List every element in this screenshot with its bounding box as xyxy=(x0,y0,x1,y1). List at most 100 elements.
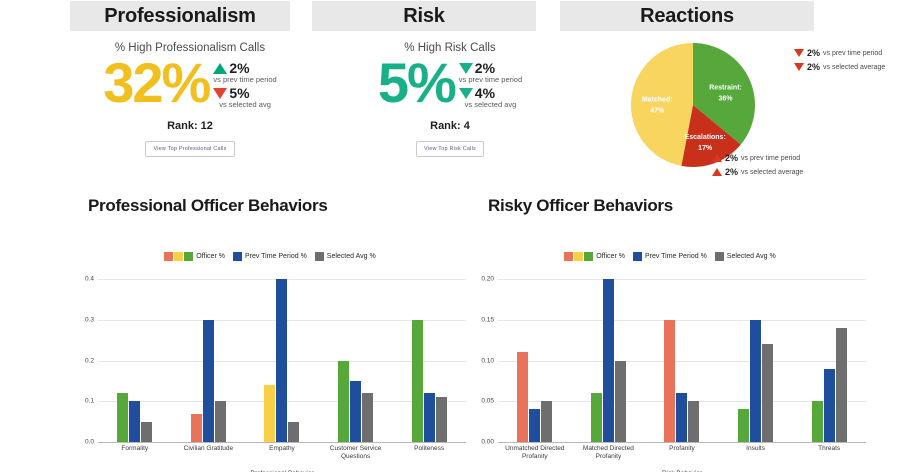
y-axis-risky: 0.00 0.05 0.10 0.15 0.20 xyxy=(470,267,496,446)
x-axis-title-professional: Professional Behavior xyxy=(94,470,470,472)
delta-note: vs selected average xyxy=(823,63,886,71)
bar-officer[interactable] xyxy=(517,352,529,442)
bar-group xyxy=(719,267,793,442)
bar-selected-avg[interactable] xyxy=(141,421,153,442)
reactions-pie-chart[interactable]: Restraint: 36% Escalations: 17% Matched: 47% xyxy=(628,40,758,170)
bar-prev-time-period[interactable] xyxy=(750,319,762,442)
bar-officer[interactable] xyxy=(117,393,129,442)
axis-baseline xyxy=(498,442,866,443)
gridline xyxy=(498,360,866,362)
bar-selected-avg[interactable] xyxy=(614,360,626,442)
pie-slice-value: 36% xyxy=(719,96,734,103)
x-axis-category-label: Threats xyxy=(818,445,841,452)
bar-prev-time-period[interactable] xyxy=(129,401,141,442)
bar-officer[interactable] xyxy=(411,319,423,442)
bar-prev-time-period[interactable] xyxy=(276,279,288,442)
bar-group xyxy=(392,267,466,442)
bar-selected-avg[interactable] xyxy=(435,397,447,442)
bar-prev-time-period[interactable] xyxy=(676,393,688,442)
panel-header-reactions: Reactions xyxy=(560,1,814,31)
y-axis-tick-label: 0.1 xyxy=(84,397,94,405)
bar-group xyxy=(792,267,866,442)
x-axis-category-label: Insults xyxy=(746,445,765,452)
pie-slice[interactable] xyxy=(693,43,755,145)
bar-prev-time-period[interactable] xyxy=(529,409,541,442)
bar-prev-time-period[interactable] xyxy=(823,368,835,442)
y-axis-tick-label: 0.00 xyxy=(481,438,494,446)
bar-officer[interactable] xyxy=(190,413,202,442)
pie-slice[interactable] xyxy=(631,43,693,166)
bar-prev-time-period[interactable] xyxy=(602,279,614,442)
legend-label: Officer % xyxy=(196,253,225,260)
kpi-delta-prev-risk: 2% vs prev time period xyxy=(458,60,523,84)
x-axis-category-label: Empathy xyxy=(269,445,295,452)
kpi-caption-professionalism: % High Professionalism Calls xyxy=(114,42,266,54)
triangle-down-icon xyxy=(458,62,473,74)
panel-header-risk: Risk xyxy=(312,1,536,31)
view-top-professional-calls-button[interactable]: View Top Professional Calls xyxy=(145,140,235,157)
kpi-deltas-professionalism: 2% vs prev time period 5% vs selected av… xyxy=(213,56,277,110)
bar-selected-avg[interactable] xyxy=(362,393,374,442)
legend-item-avg[interactable]: Selected Avg % xyxy=(314,252,376,261)
bars-professional xyxy=(98,267,466,442)
x-axis-category-label: Customer Service Questions xyxy=(329,445,382,461)
delta-value: 2% xyxy=(807,62,821,72)
view-top-risk-calls-button[interactable]: View Top Risk Calls xyxy=(416,140,484,157)
x-axis-category-label: Unmatched Directed Profanity xyxy=(505,445,565,461)
risky-officer-behaviors-section: Risky Officer Behaviors Officer % Prev T… xyxy=(470,190,870,472)
kpi-button-wrap-professionalism: View Top Professional Calls xyxy=(60,140,320,157)
kpi-main-row-risk: 5% 2% vs prev time period 4% vs selected… xyxy=(330,55,570,111)
kpi-delta-avg-risk: 4% vs selected avg xyxy=(458,85,522,109)
x-axis-category-label: Civilian Gratitude xyxy=(183,445,234,452)
bar-officer[interactable] xyxy=(338,360,350,442)
kpi-card-professionalism: % High Professionalism Calls 32% 2% vs p… xyxy=(60,42,320,182)
x-axis-category-label: Formality xyxy=(121,445,149,452)
bar-selected-avg[interactable] xyxy=(762,344,774,442)
bar-group xyxy=(498,267,572,442)
bar-officer[interactable] xyxy=(738,409,750,442)
bar-officer[interactable] xyxy=(590,393,602,442)
chart-legend-risky: Officer % Prev Time Period % Selected Av… xyxy=(470,252,870,261)
bar-selected-avg[interactable] xyxy=(688,401,700,442)
bar-prev-time-period[interactable] xyxy=(350,380,362,442)
legend-item-officer[interactable]: Officer % xyxy=(164,252,225,261)
pie-slice[interactable] xyxy=(681,105,741,167)
kpi-card-risk: % High Risk Calls 5% 2% vs prev time per… xyxy=(330,42,570,182)
reactions-restraint-delta-prev: 2% vs prev time period xyxy=(794,48,882,58)
reactions-restraint-delta-avg: 2% vs selected average xyxy=(794,62,885,72)
bar-selected-avg[interactable] xyxy=(541,401,553,442)
kpi-value-professionalism: 32% xyxy=(103,51,211,115)
bars-risky xyxy=(498,267,866,442)
legend-item-officer[interactable]: Officer % xyxy=(564,252,625,261)
bar-selected-avg[interactable] xyxy=(214,401,226,442)
y-axis-tick-label: 0.0 xyxy=(84,438,94,446)
bar-officer[interactable] xyxy=(264,385,276,442)
kpi-delta-avg-professionalism: 5% vs selected avg xyxy=(213,85,276,109)
legend-label: Officer % xyxy=(596,253,625,260)
bar-group xyxy=(98,267,172,442)
chart-title-risky: Risky Officer Behaviors xyxy=(488,196,673,215)
bar-officer[interactable] xyxy=(664,319,676,442)
bar-selected-avg[interactable] xyxy=(288,421,300,442)
legend-label: Prev Time Period % xyxy=(244,253,307,260)
legend-swatch-prev-icon xyxy=(632,252,642,261)
delta-value: 2% xyxy=(725,167,739,177)
triangle-up-icon xyxy=(712,154,722,162)
gridline xyxy=(498,319,866,321)
bar-officer[interactable] xyxy=(811,401,823,442)
bar-selected-avg[interactable] xyxy=(835,328,847,442)
legend-swatch-officer-icon xyxy=(564,252,594,261)
legend-label: Selected Avg % xyxy=(326,253,376,260)
kpi-button-wrap-risk: View Top Risk Calls xyxy=(330,140,570,157)
legend-item-prev[interactable]: Prev Time Period % xyxy=(632,252,707,261)
legend-item-prev[interactable]: Prev Time Period % xyxy=(232,252,307,261)
legend-swatch-avg-icon xyxy=(714,252,724,261)
bar-group xyxy=(645,267,719,442)
legend-item-avg[interactable]: Selected Avg % xyxy=(714,252,776,261)
gridline xyxy=(498,279,866,281)
kpi-delta-note: vs prev time period xyxy=(458,75,523,84)
professional-officer-behaviors-section: Professional Officer Behaviors Officer %… xyxy=(70,190,470,472)
bar-prev-time-period[interactable] xyxy=(202,319,214,442)
bar-prev-time-period[interactable] xyxy=(423,393,435,442)
